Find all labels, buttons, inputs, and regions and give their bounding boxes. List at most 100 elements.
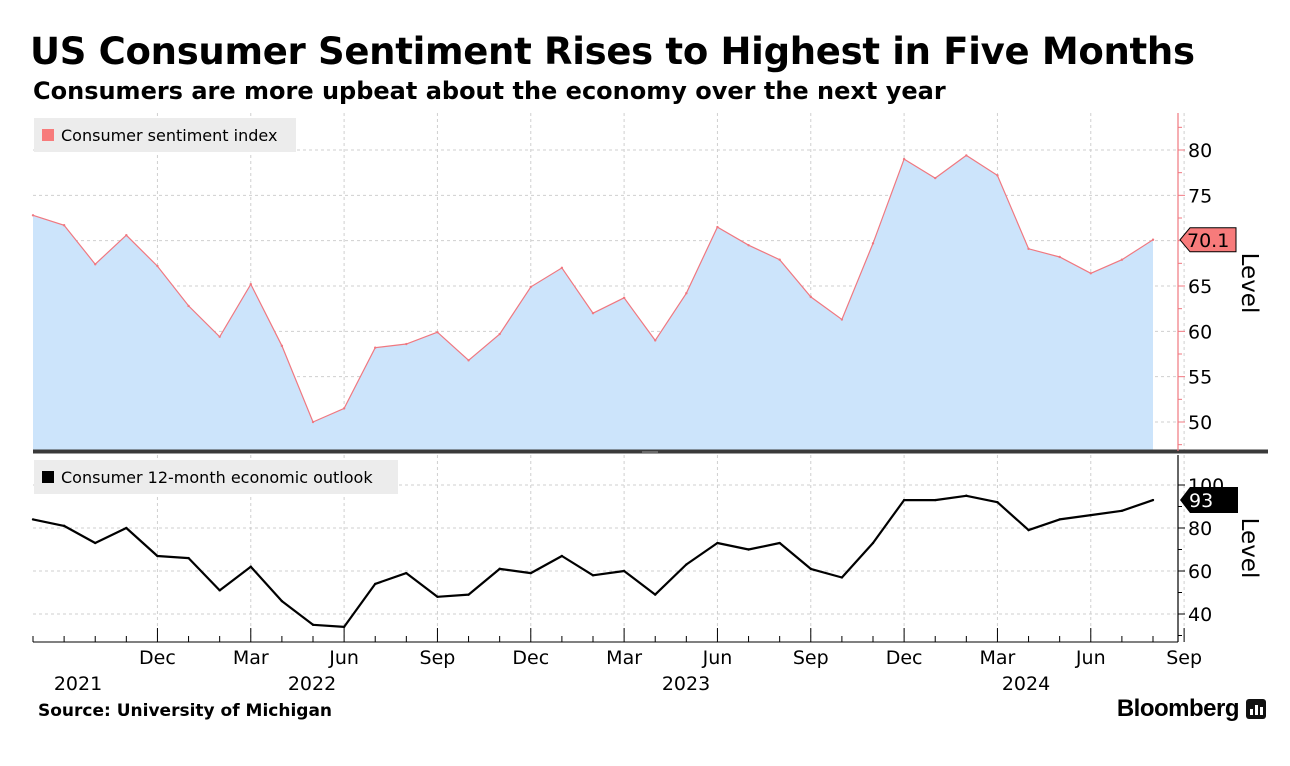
outlook-point [1120,509,1124,512]
brand-logo: Bloomberg [1117,695,1266,723]
sentiment-point [405,342,408,346]
outlook-point [94,541,97,545]
top-y-tick-label: 75 [1188,185,1212,207]
sentiment-point [965,154,968,157]
sentiment-legend-label: Consumer sentiment index [61,126,277,145]
outlook-point [249,565,252,568]
x-month-label: Mar [606,647,642,669]
sentiment-point [1027,247,1030,251]
sentiment-point [778,258,781,261]
outlook-point [622,569,626,573]
outlook-point [809,567,812,571]
sentiment-point [654,339,657,342]
outlook-point [187,556,190,560]
x-month-label: Dec [512,647,549,669]
outlook-point [934,498,937,502]
outlook-point [1151,498,1155,502]
outlook-point [62,524,66,528]
sentiment-point [374,346,377,349]
sentiment-point [840,318,844,321]
terminal-icon [1246,699,1266,719]
sentiment-point [311,420,315,424]
sentiment-point [1058,255,1061,259]
top-y-ticks: 50556065707580 [1178,126,1212,446]
sentiment-point [62,224,66,227]
outlook-point [374,582,377,586]
outlook-point [31,518,35,521]
x-month-label: Sep [793,647,829,669]
outlook-line [32,494,1154,628]
outlook-point [965,494,968,497]
sentiment-point [249,282,252,286]
sentiment-point [996,174,999,177]
bottom-y-axis-label: Level [1236,518,1262,579]
outlook-point [560,554,564,558]
top-y-tick-label: 55 [1188,367,1212,389]
brand-wordmark: Bloomberg [1116,695,1240,722]
outlook-point [871,541,875,545]
outlook-point [654,593,657,596]
outlook-point [311,623,315,626]
sentiment-point [529,285,532,289]
x-axis-month-labels: Dec Mar Jun Sep Dec Mar Jun Sep Dec Mar Jun Sep [32,628,1202,669]
outlook-point [747,548,750,551]
top-y-tick-label: 50 [1188,412,1212,434]
x-month-label: Jun [702,647,733,669]
outlook-legend-label: Consumer 12-month economic outlook [61,468,373,487]
sentiment-point [1089,272,1092,275]
outlook-point [1058,518,1061,521]
x-month-label: Mar [233,647,269,669]
sentiment-point [902,157,906,161]
x-year-label: 2024 [1002,673,1050,695]
outlook-point [529,571,532,575]
sentiment-point [591,312,595,315]
top-y-tick-label: 80 [1188,140,1212,162]
sentiment-area-fill [33,155,1153,450]
outlook-point [156,554,159,558]
sentiment-point [436,331,439,334]
outlook-point [1089,513,1092,517]
sentiment-last-value: 70.1 [1187,230,1229,252]
x-month-label: Sep [420,647,456,669]
outlook-point [1027,528,1030,532]
top-y-tick-label: 60 [1188,321,1212,343]
outlook-point [996,501,999,504]
x-month-label: Jun [328,647,359,669]
outlook-point [778,541,781,545]
sentiment-point [498,332,501,336]
sentiment-point [218,335,221,338]
sentiment-point [685,292,688,295]
x-month-label: Sep [1166,647,1202,669]
sentiment-point [342,407,346,410]
outlook-point [280,599,284,603]
chart-title: US Consumer Sentiment Rises to Highest i… [30,30,1195,73]
sentiment-last-value-badge: 70.1 [1179,227,1237,253]
sentiment-point [156,264,159,268]
sentiment-point [125,234,128,237]
x-month-label: Jun [1075,647,1106,669]
sentiment-point [94,263,97,266]
x-year-label: 2022 [288,673,336,695]
bottom-y-tick-label: 60 [1188,561,1212,583]
outlook-point [218,589,221,592]
outlook-point [405,571,408,575]
outlook-point [436,595,439,598]
sentiment-point [1151,238,1155,241]
sentiment-point [716,225,719,229]
bottom-y-tick-label: 40 [1188,604,1212,626]
sentiment-point [1120,258,1124,261]
x-year-label: 2021 [54,673,102,695]
sentiment-point [871,242,875,245]
sentiment-point [809,295,812,299]
x-axis-year-labels: 2021 2022 2023 2024 [54,673,1050,695]
x-year-label: 2023 [662,673,710,695]
x-month-label: Mar [980,647,1016,669]
sentiment-point [187,304,190,308]
sentiment-legend: Consumer sentiment index [34,118,296,152]
outlook-point [342,625,346,629]
outlook-legend: Consumer 12-month economic outlook [34,460,398,494]
x-month-label: Dec [886,647,923,669]
sentiment-point [560,266,564,270]
sentiment-point [622,296,626,299]
